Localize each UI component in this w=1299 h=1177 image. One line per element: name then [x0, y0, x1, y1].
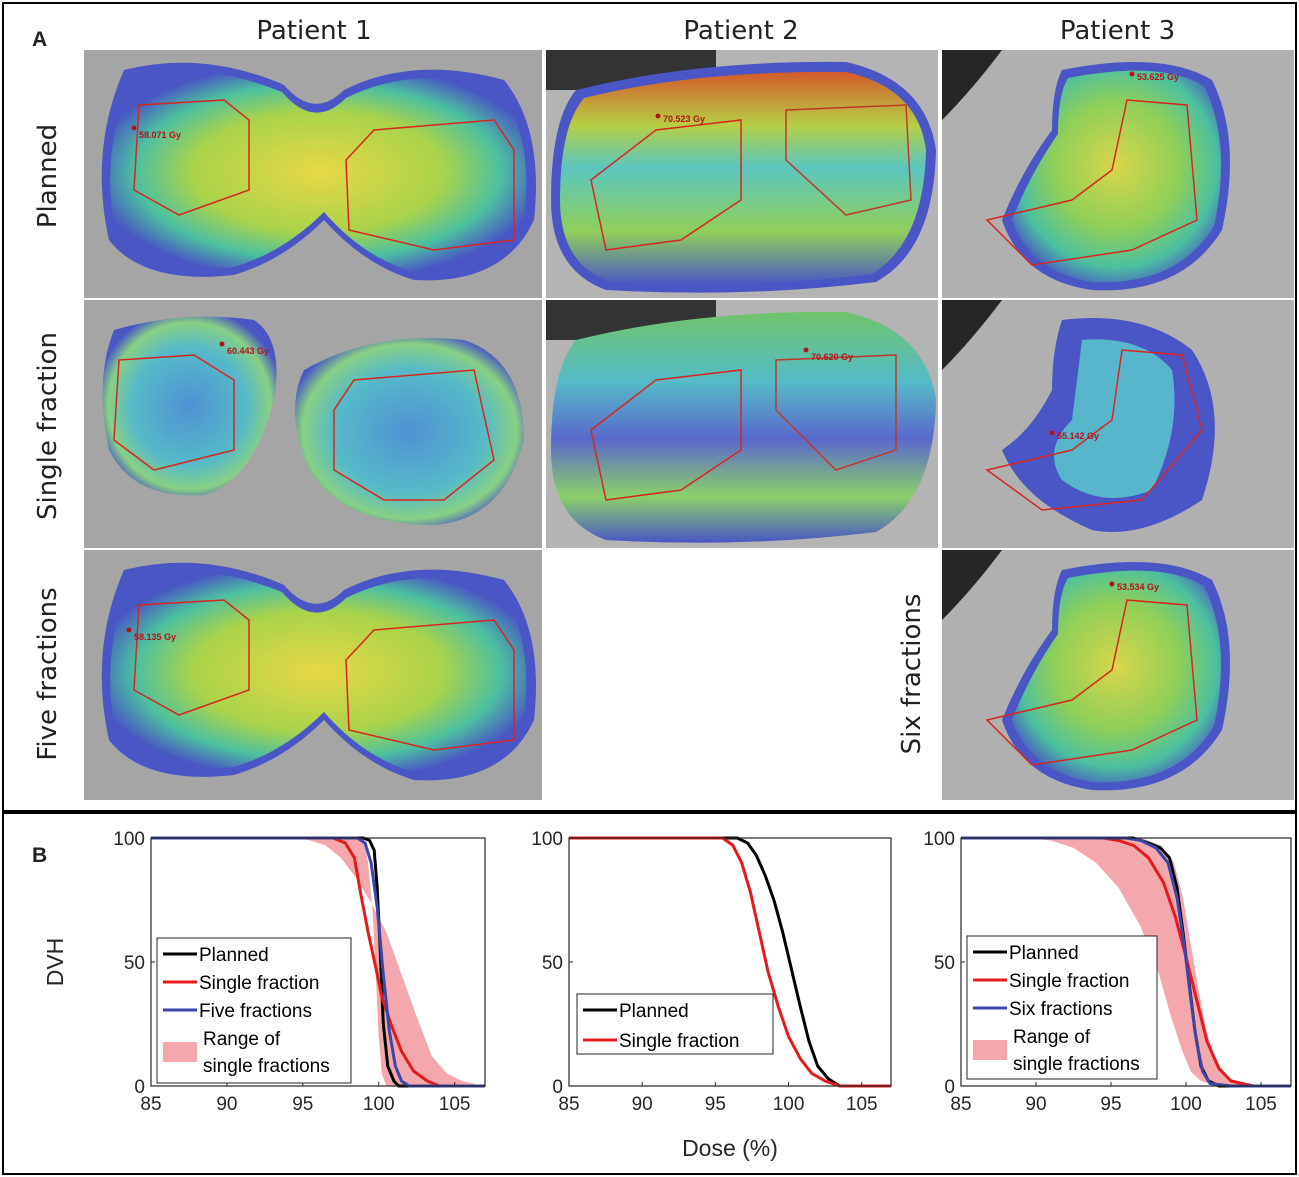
legend-entry: Range of: [1013, 1027, 1091, 1048]
x-tick-label: 100: [773, 1094, 805, 1115]
y-tick-label: 0: [552, 1077, 563, 1098]
ct-image-p3-six-fractions: 53.534 Gy: [942, 550, 1294, 800]
dose-label-p3-six: 53.534 Gy: [1117, 582, 1159, 592]
ct-image-p1-planned: 58.071 Gy: [84, 50, 542, 298]
dose-label-p1-planned: 58.071 Gy: [139, 130, 181, 140]
y-tick-label: 0: [134, 1077, 145, 1098]
x-tick-label: 90: [216, 1094, 237, 1115]
y-tick-label: 50: [542, 953, 563, 974]
dvh-chart-patient-1: 85 90 95 100 105 0 50 100 DVH Planned Single fract…: [42, 829, 486, 1115]
legend-entry: single fractions: [203, 1056, 330, 1077]
x-tick-label: 105: [1245, 1094, 1277, 1115]
panel-b: B 85 90 95 100 105 0 50 100 DVH Planned Single fra…: [2, 812, 1297, 1175]
legend-entry: Six fractions: [1009, 999, 1112, 1020]
ct-image-p1-five-fractions: 58.135 Gy: [84, 550, 542, 800]
legend-entry: Single fraction: [1009, 971, 1129, 992]
legend-entry: Five fractions: [199, 1001, 312, 1022]
column-title-patient-3: Patient 3: [1059, 16, 1176, 46]
legend-entry: Planned: [199, 945, 269, 966]
ct-image-p3-single-fraction: 55.142 Gy: [942, 300, 1294, 548]
legend-entry: Range of: [203, 1029, 281, 1050]
x-tick-label: 90: [1025, 1094, 1046, 1115]
dose-label-p1-five: 58.135 Gy: [134, 632, 176, 642]
ct-image-p2-single-fraction: 70.620 Gy: [546, 300, 938, 548]
x-tick-label: 100: [363, 1094, 395, 1115]
dvh-charts: 85 90 95 100 105 0 50 100 DVH Planned Single fract…: [42, 829, 1292, 1161]
column-title-patient-2: Patient 2: [683, 16, 799, 46]
series-single-fraction-2: [569, 836, 891, 1088]
series-five-fractions-1: [151, 836, 485, 1088]
legend-entry: Planned: [619, 1001, 689, 1022]
series-planned-2: [569, 836, 891, 1088]
row-label-five-fractions: Five fractions: [33, 587, 63, 761]
legend-entry: Single fraction: [199, 973, 319, 994]
x-axis-title: Dose (%): [682, 1135, 778, 1161]
x-tick-label: 85: [558, 1094, 579, 1115]
ct-image-p1-single-fraction: 60.443 Gy: [84, 300, 542, 548]
x-tick-label: 105: [439, 1094, 471, 1115]
dose-label-p2-planned: 70.523 Gy: [663, 114, 705, 124]
row-label-planned: Planned: [33, 123, 63, 229]
x-tick-label: 95: [292, 1094, 313, 1115]
legend-entry: single fractions: [1013, 1054, 1140, 1075]
dose-label-p3-single: 55.142 Gy: [1057, 431, 1099, 441]
y-tick-label: 100: [113, 829, 145, 850]
contour-p1-planned-left: [133, 99, 250, 216]
legend-box-2: [576, 993, 774, 1055]
contour-p1-planned-right: [345, 119, 515, 251]
legend-entry: Planned: [1009, 943, 1079, 964]
x-tick-label: 90: [632, 1094, 653, 1115]
panel-letter-b: B: [32, 844, 48, 867]
x-tick-label: 85: [950, 1094, 971, 1115]
panel-letter-a: A: [32, 28, 48, 51]
dose-label-p1-single: 60.443 Gy: [227, 346, 269, 356]
x-tick-label: 85: [140, 1094, 161, 1115]
dvh-chart-patient-3: 85 90 95 100 105 0 50 100 Planned Single fraction…: [923, 829, 1292, 1115]
row-label-six-fractions: Six fractions: [897, 593, 927, 755]
x-tick-label: 95: [705, 1094, 726, 1115]
series-single-fraction-3: [961, 836, 1291, 1088]
y-axis-title: DVH: [42, 938, 68, 987]
row-label-single-fraction: Single fraction: [33, 331, 63, 521]
x-tick-label: 100: [1170, 1094, 1202, 1115]
y-tick-label: 100: [531, 829, 563, 850]
series-single-fraction-1: [151, 836, 485, 1088]
series-six-fractions-3: [961, 836, 1291, 1088]
dose-label-p2-single: 70.620 Gy: [811, 352, 853, 362]
column-title-patient-1: Patient 1: [256, 16, 372, 46]
range-band-1: [295, 838, 482, 1086]
legend-entry: Single fraction: [619, 1031, 739, 1052]
y-tick-label: 100: [923, 829, 955, 850]
y-tick-label: 0: [944, 1077, 955, 1098]
ct-image-p3-planned: 53.625 Gy: [942, 50, 1294, 298]
ct-image-p2-planned: 70.523 Gy: [546, 50, 938, 298]
x-tick-label: 105: [846, 1094, 878, 1115]
dvh-chart-patient-2: 85 90 95 100 105 0 50 100 Dose (%) Planned Single …: [531, 829, 892, 1161]
dose-label-p3-planned: 53.625 Gy: [1137, 72, 1179, 82]
x-tick-label: 95: [1100, 1094, 1121, 1115]
y-tick-label: 50: [934, 953, 955, 974]
panel-a: A Patient 1 Patient 2 Patient 3 Planned …: [2, 2, 1297, 812]
y-tick-label: 50: [124, 953, 145, 974]
